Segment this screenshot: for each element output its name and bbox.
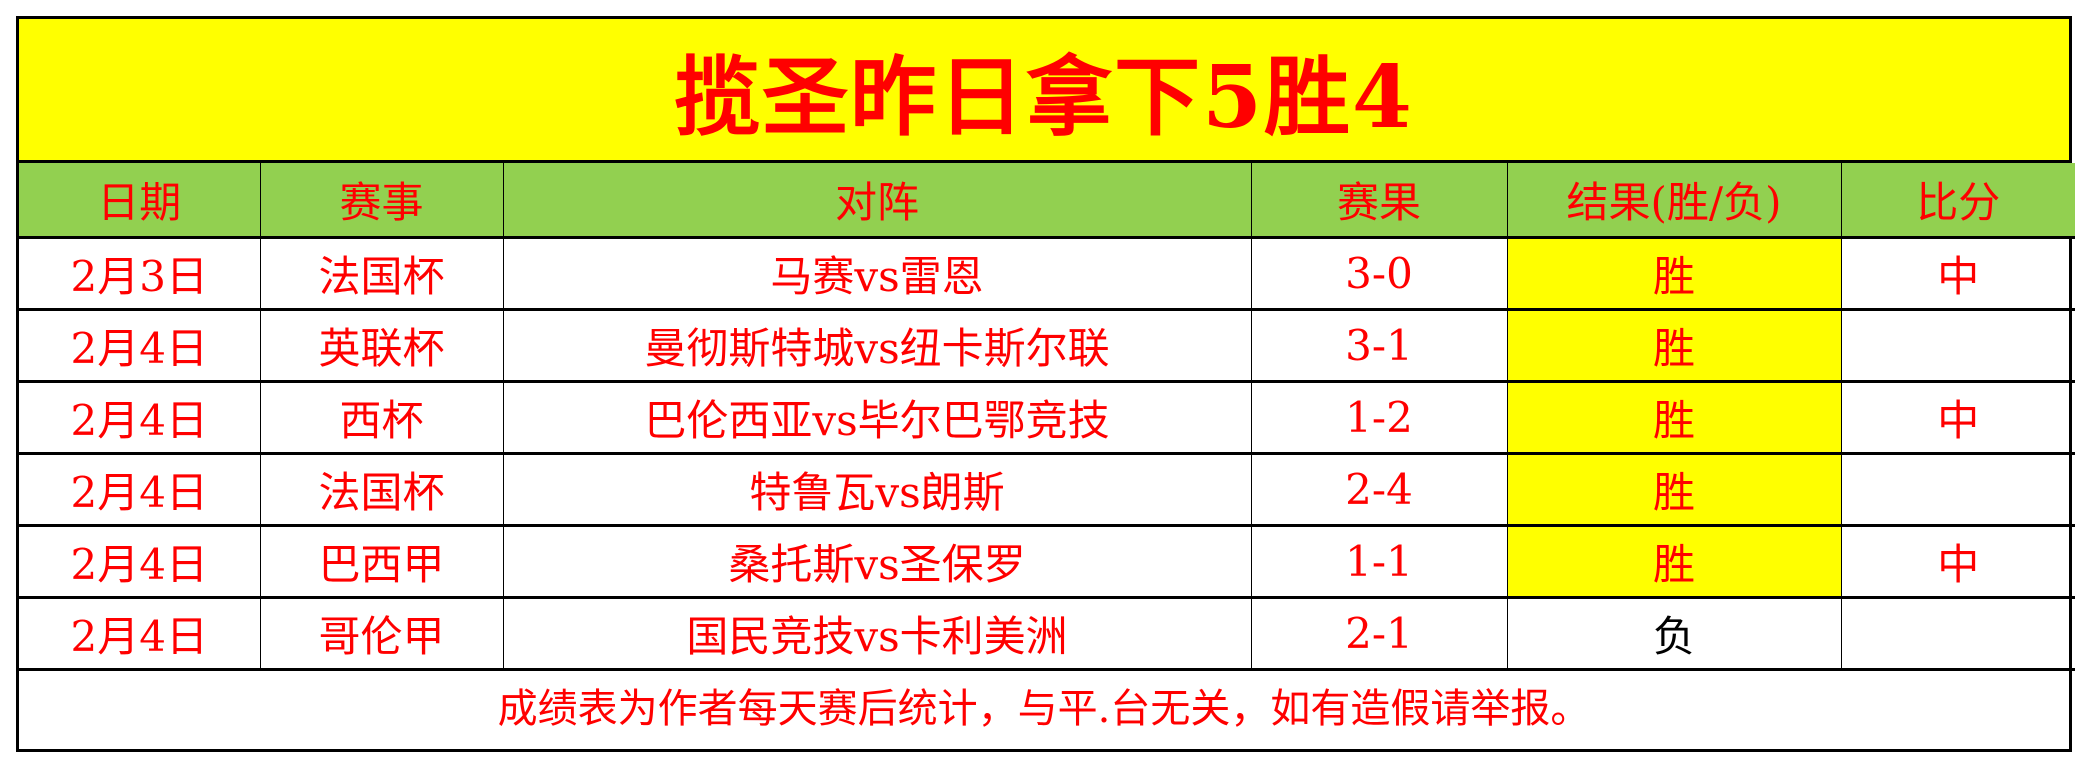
table-row: 2月4日 西杯 巴伦西亚vs毕尔巴鄂竞技 1-2 胜中 bbox=[19, 381, 2075, 455]
bifen-cell bbox=[1840, 597, 2075, 671]
match-cell: 特鲁瓦vs朗斯 bbox=[502, 453, 1251, 527]
page-title: 揽圣昨日拿下5胜4 bbox=[19, 19, 2069, 163]
column-header-date: 日期 bbox=[19, 163, 260, 239]
bifen-cell bbox=[1840, 309, 2075, 383]
score-cell: 3-1 bbox=[1250, 309, 1507, 383]
table-row: 2月4日 巴西甲 桑托斯vs圣保罗 1-1 胜中 bbox=[19, 525, 2075, 599]
result-cell: 胜 bbox=[1506, 309, 1841, 383]
date-cell: 2月4日 bbox=[19, 309, 260, 383]
score-cell: 3-0 bbox=[1250, 237, 1507, 311]
match-cell: 曼彻斯特城vs纽卡斯尔联 bbox=[502, 309, 1251, 383]
table-row: 2月4日 法国杯 特鲁瓦vs朗斯 2-4 胜 bbox=[19, 453, 2075, 527]
bifen-cell bbox=[1840, 453, 2075, 527]
league-cell: 法国杯 bbox=[259, 237, 503, 311]
league-cell: 巴西甲 bbox=[259, 525, 503, 599]
date-cell: 2月4日 bbox=[19, 453, 260, 527]
results-table: 日期 赛事 对阵 赛果 结果(胜/负) 比分 2月3日 法国杯 马赛vs雷恩 3-0 胜… bbox=[19, 163, 2075, 671]
result-cell: 胜 bbox=[1506, 381, 1841, 455]
match-cell: 巴伦西亚vs毕尔巴鄂竞技 bbox=[502, 381, 1251, 455]
score-cell: 2-1 bbox=[1250, 597, 1507, 671]
column-header-match: 对阵 bbox=[502, 163, 1251, 239]
bifen-cell: 中 bbox=[1840, 525, 2075, 599]
date-cell: 2月4日 bbox=[19, 597, 260, 671]
league-cell: 英联杯 bbox=[259, 309, 503, 383]
match-cell: 桑托斯vs圣保罗 bbox=[502, 525, 1251, 599]
match-cell: 马赛vs雷恩 bbox=[502, 237, 1251, 311]
date-cell: 2月3日 bbox=[19, 237, 260, 311]
column-header-result: 结果(胜/负) bbox=[1506, 163, 1841, 239]
results-sheet: 揽圣昨日拿下5胜4 日期 赛事 对阵 赛果 结果(胜/负) 比分 2月3日 法国杯… bbox=[16, 16, 2075, 752]
bifen-cell: 中 bbox=[1840, 237, 2075, 311]
column-header-bifen: 比分 bbox=[1840, 163, 2075, 239]
result-cell: 负 bbox=[1506, 597, 1841, 671]
result-cell: 胜 bbox=[1506, 453, 1841, 527]
footer-note: 成绩表为作者每天赛后统计，与平.台无关，如有造假请举报。 bbox=[497, 685, 1591, 732]
date-cell: 2月4日 bbox=[19, 525, 260, 599]
date-cell: 2月4日 bbox=[19, 381, 260, 455]
result-cell: 胜 bbox=[1506, 525, 1841, 599]
table-row: 2月4日 英联杯 曼彻斯特城vs纽卡斯尔联 3-1 胜 bbox=[19, 309, 2075, 383]
table-row: 2月3日 法国杯 马赛vs雷恩 3-0 胜中 bbox=[19, 237, 2075, 311]
bifen-cell: 中 bbox=[1840, 381, 2075, 455]
table-row: 2月4日 哥伦甲 国民竞技vs卡利美洲 2-1 负 bbox=[19, 597, 2075, 671]
result-cell: 胜 bbox=[1506, 237, 1841, 311]
header-row: 日期 赛事 对阵 赛果 结果(胜/负) 比分 bbox=[19, 163, 2075, 239]
league-cell: 西杯 bbox=[259, 381, 503, 455]
score-cell: 1-1 bbox=[1250, 525, 1507, 599]
league-cell: 哥伦甲 bbox=[259, 597, 503, 671]
score-cell: 1-2 bbox=[1250, 381, 1507, 455]
score-cell: 2-4 bbox=[1250, 453, 1507, 527]
column-header-score: 赛果 bbox=[1250, 163, 1507, 239]
match-cell: 国民竞技vs卡利美洲 bbox=[502, 597, 1251, 671]
column-header-league: 赛事 bbox=[259, 163, 503, 239]
league-cell: 法国杯 bbox=[259, 453, 503, 527]
